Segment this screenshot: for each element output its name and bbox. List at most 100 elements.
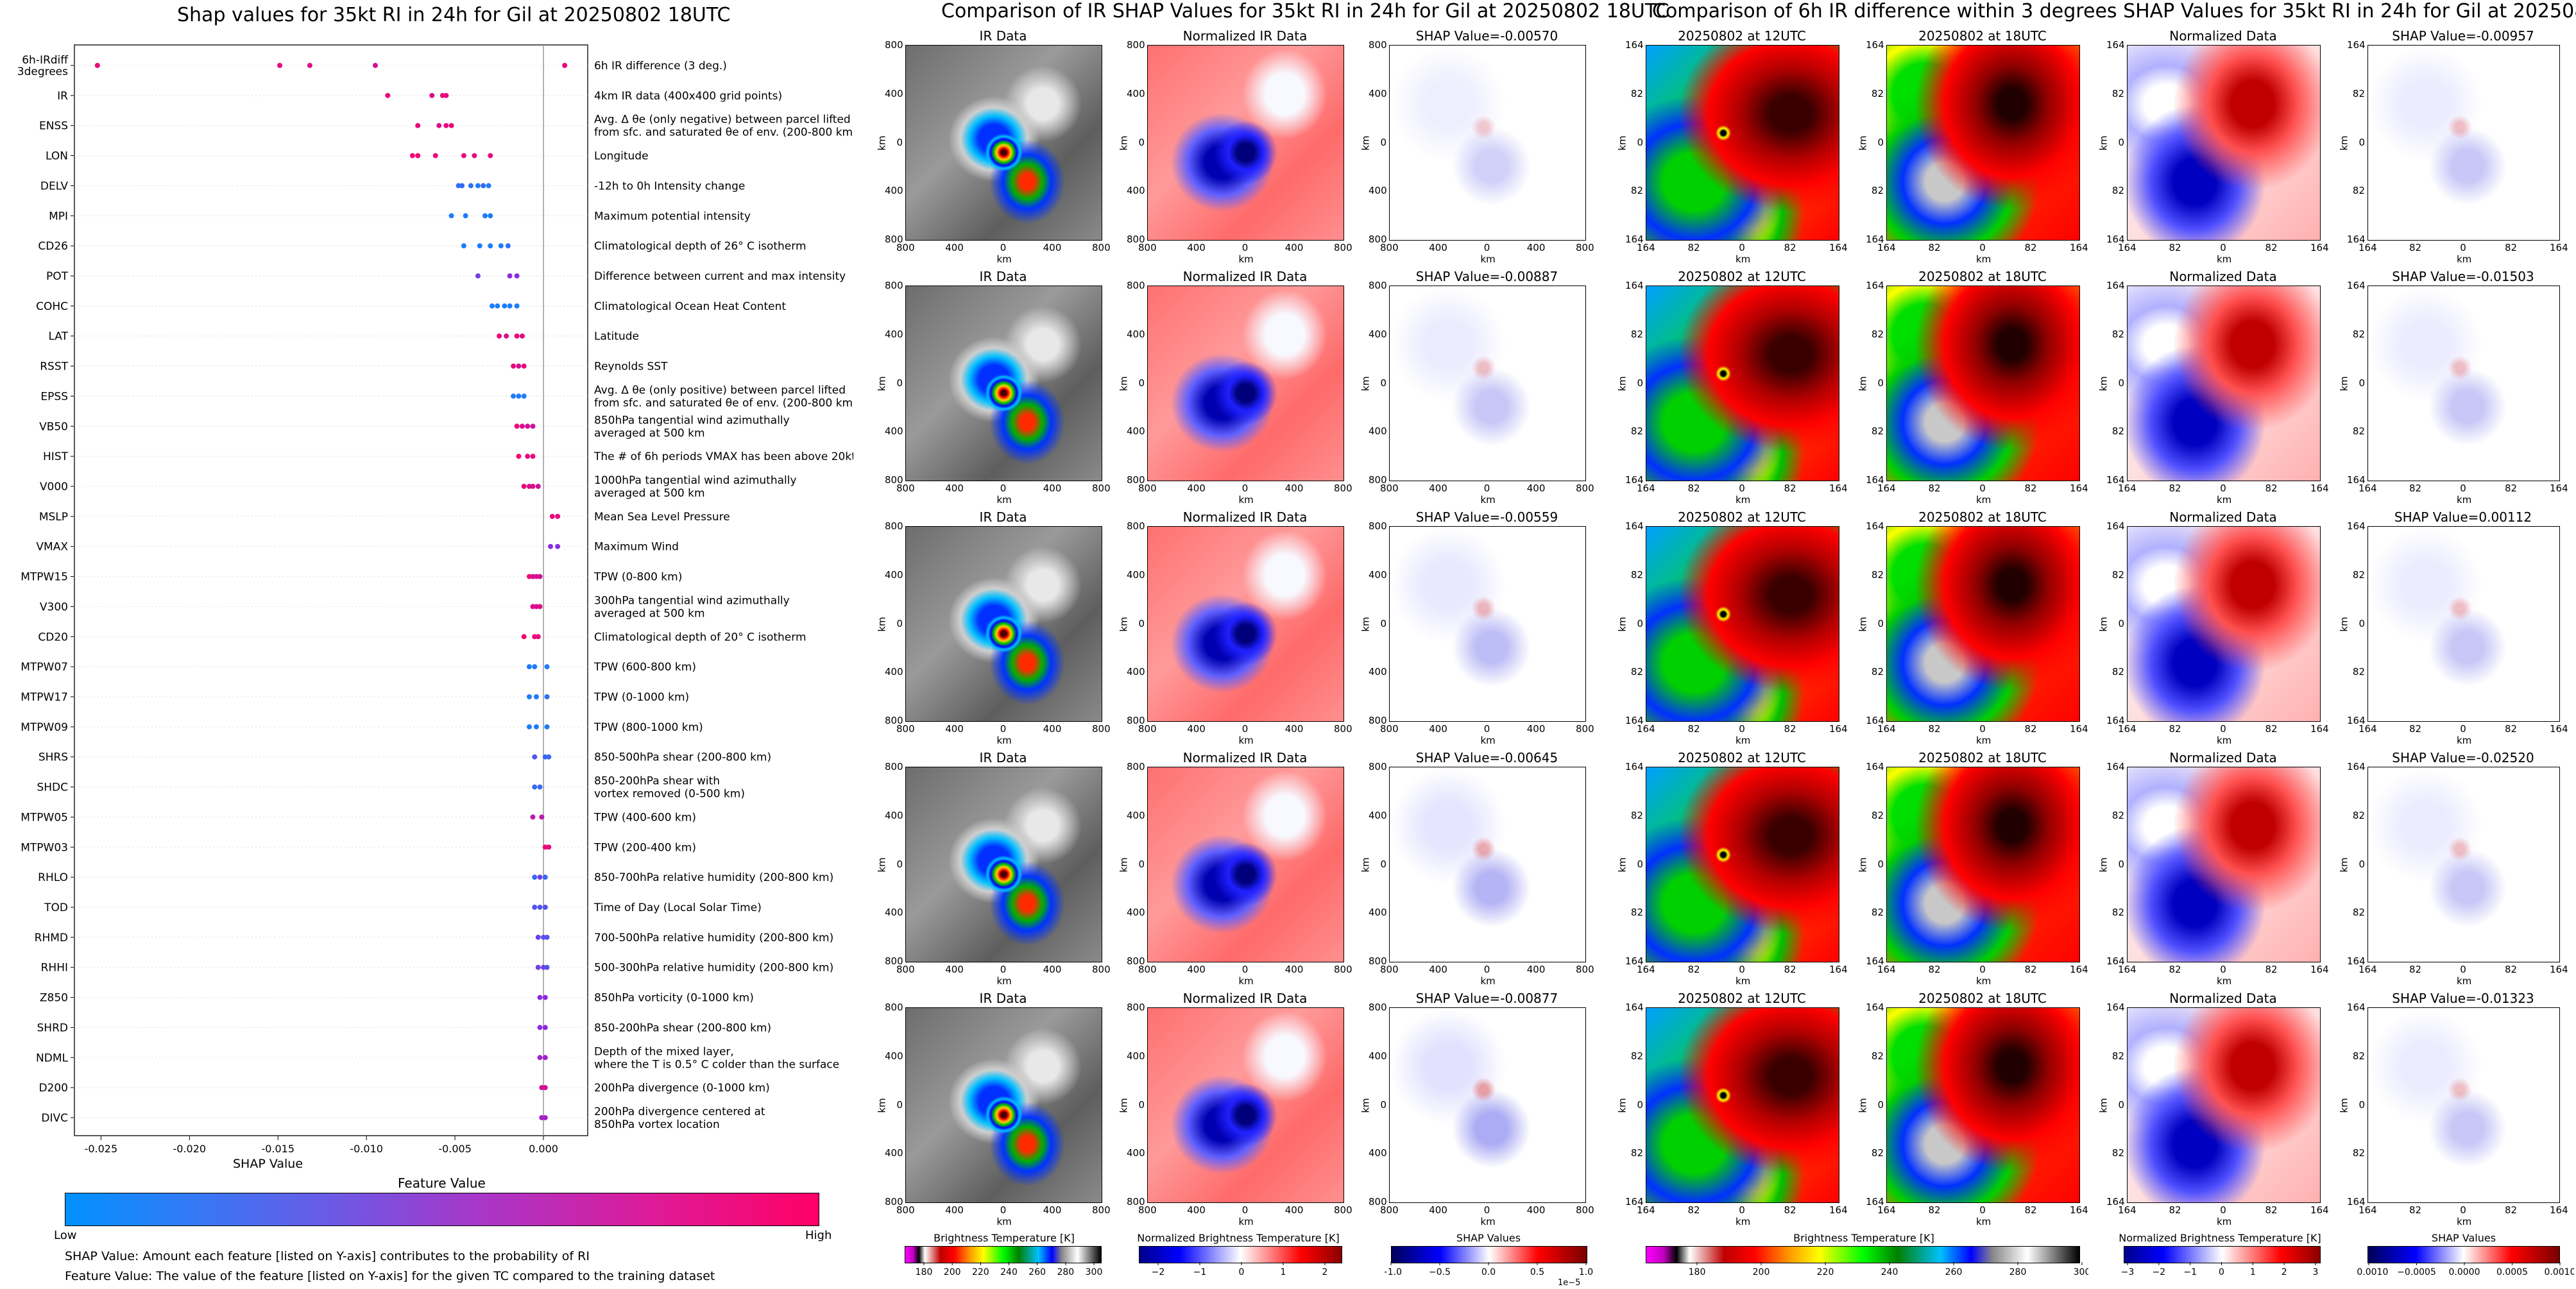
x-tick-label: 164 [1829,242,1848,253]
shap-point [516,363,522,369]
feature-label: TOD [44,901,68,914]
feature-value-colorbar [65,1193,819,1226]
shap-colorbar-label: SHAP Values [1456,1232,1521,1244]
x-axis-unit: km [1736,494,1751,506]
colorbar-tick-label: 0.0010 [2545,1267,2575,1277]
x-axis-unit: km [1736,975,1751,987]
x-tick-label: 164 [1829,723,1848,735]
x-tick-label: 82 [2169,242,2181,253]
x-tick-label: 800 [896,242,915,253]
feature-label: HIST [43,450,69,463]
x-tick-label: 800 [1092,964,1111,975]
y-tick-label: 800 [1369,520,1387,532]
x-tick-label: 800 [1576,1204,1594,1216]
y-tick-label: 0 [1637,858,1643,870]
feature-label: MSLP [39,511,68,524]
feature-label: LAT [48,330,68,343]
x-axis-unit: km [1480,735,1496,746]
x-tick-label: -0.010 [350,1143,383,1155]
x-axis-unit: km [1736,1216,1751,1227]
y-tick-label: 0 [1138,858,1145,870]
y-tick-label: 0 [2358,858,2365,870]
y-tick-label: 82 [1871,1050,1884,1062]
shap-point [511,363,516,369]
y-tick-label: 164 [1866,39,1884,51]
shap-point [461,243,466,249]
y-tick-label: 400 [885,666,903,678]
irdiff-normalized-panel [2127,767,2321,962]
shap-point [504,333,509,339]
y-tick-label: 82 [1630,87,1643,99]
feature-description: 500-300hPa relative humidity (200-800 km… [594,962,833,975]
x-tick-label: -0.005 [438,1143,472,1155]
irdiff-12utc-panel-title: 20250802 at 12UTC [1678,28,1806,44]
feature-label: 6h-IRdiff [22,54,69,67]
x-tick-label: 164 [2310,964,2329,975]
shap-point [456,183,461,189]
y-axis-unit: km [1857,616,1869,632]
irdiff-shap-colorbar [2367,1246,2560,1263]
y-tick-label: 0 [1380,136,1386,148]
x-tick-label: 400 [1429,482,1447,494]
shap-point [530,454,536,459]
y-tick-label: 82 [2111,1147,2124,1159]
x-tick-label: 164 [2310,1204,2329,1216]
feature-label: MTPW05 [21,811,68,824]
x-tick-label: 164 [1637,964,1655,975]
ir-data-panel-title: IR Data [979,509,1027,525]
feature-label: COHC [36,300,68,313]
y-tick-label: 800 [1127,1002,1145,1013]
feature-description: 850-200hPa shear with [594,775,720,788]
x-tick-label: 400 [1526,1204,1546,1216]
y-tick-label: 0 [1138,377,1145,389]
x-tick-label: 164 [2550,723,2568,735]
y-tick-label: 800 [885,761,903,773]
y-tick-label: 164 [2106,520,2125,532]
y-tick-label: 800 [1127,280,1145,291]
feature-description: where the T is 0.5° C colder than the su… [594,1058,839,1071]
x-tick-label: 0 [1241,723,1249,735]
y-tick-label: 164 [1866,234,1884,245]
y-tick-label: 82 [2111,425,2124,438]
shap-point [488,213,493,219]
x-tick-label: 0 [1241,482,1249,494]
x-tick-label: 82 [1784,964,1796,975]
x-tick-label: 400 [1429,242,1447,253]
shap-point [541,964,547,970]
shap-point [548,543,554,549]
ir-shap-panel-title: SHAP Value=-0.00559 [1415,509,1558,525]
x-tick-label: 82 [2169,723,2181,735]
y-tick-label: 0 [1877,617,1884,629]
irdiff-shap-panel-title: SHAP Value=-0.00957 [2392,28,2534,44]
x-tick-label: 800 [1380,482,1399,494]
ir-data-panel [905,286,1102,481]
y-tick-label: 82 [1630,666,1643,678]
x-axis-unit: km [1976,975,1992,987]
x-axis-unit: km [2457,1216,2472,1227]
x-tick-label: -0.020 [173,1143,207,1155]
y-axis-unit: km [2097,857,2110,873]
x-axis-unit: km [2217,494,2232,506]
x-tick-label: 164 [2118,964,2137,975]
y-tick-label: 82 [1630,1050,1643,1062]
ir-data-panel-title: IR Data [979,28,1027,44]
feature-value-note: Feature Value: The value of the feature … [65,1269,715,1283]
y-tick-label: 800 [885,1196,903,1208]
shap-point [534,694,539,699]
feature-label: CD26 [38,240,68,253]
x-tick-label: 0.000 [529,1143,558,1155]
x-tick-label: 164 [2118,242,2137,253]
x-tick-label: 0 [2460,482,2466,494]
x-tick-label: 800 [1334,482,1352,494]
x-axis-unit: km [1736,253,1751,265]
x-tick-label: 800 [1334,242,1352,253]
x-tick-label: 0 [2220,242,2226,253]
irdiff-shap-panel [2367,767,2560,962]
y-tick-label: 82 [1871,185,1884,197]
x-tick-label: 82 [2024,964,2037,975]
y-tick-label: 164 [1625,1002,1644,1013]
shap-point [532,634,538,640]
x-tick-label: 164 [1829,964,1848,975]
x-tick-label: 164 [2310,242,2329,253]
shap-point [490,303,495,309]
